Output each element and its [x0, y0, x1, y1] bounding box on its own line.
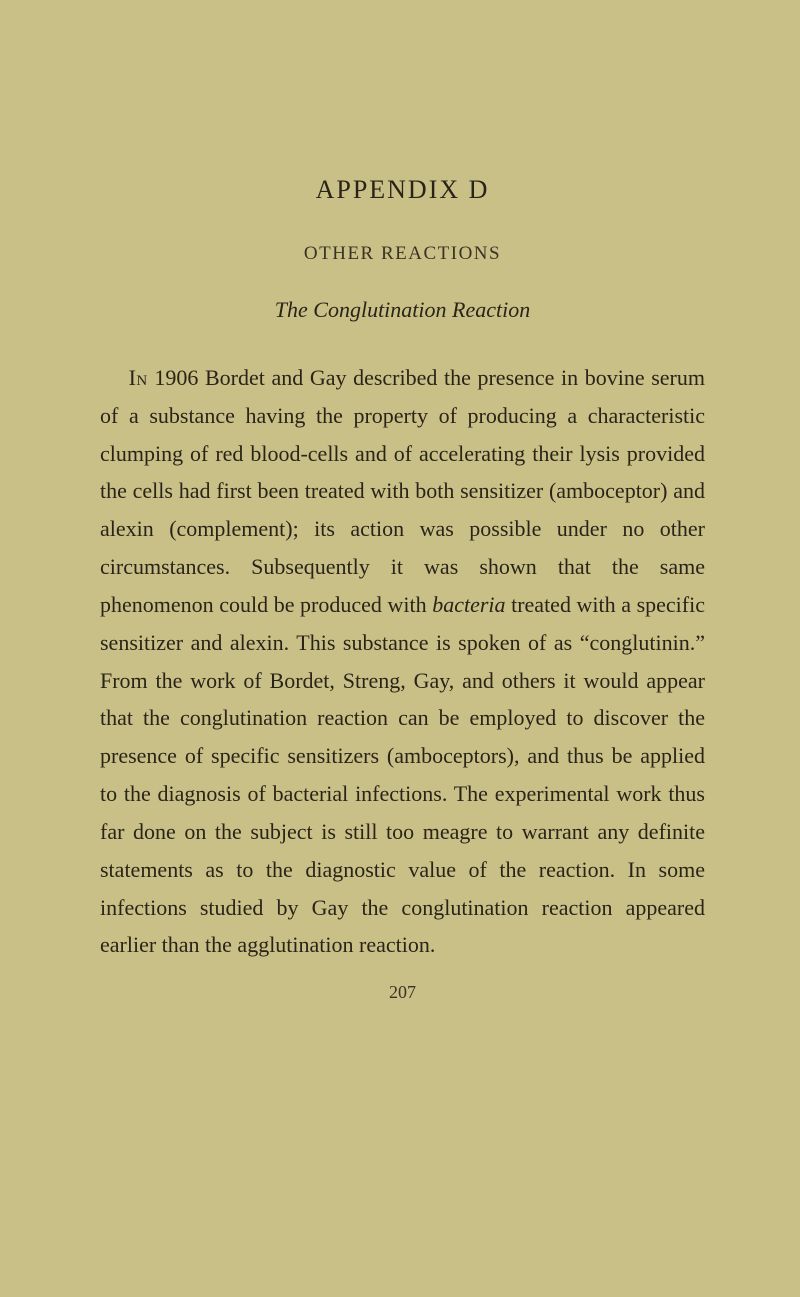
- page-number: 207: [100, 982, 705, 1003]
- section-label: OTHER REACTIONS: [100, 243, 705, 265]
- appendix-title: APPENDIX D: [100, 175, 705, 205]
- subtitle: The Conglutination Reaction: [100, 297, 705, 323]
- body-paragraph: In 1906 Bordet and Gay described the pre…: [100, 359, 705, 964]
